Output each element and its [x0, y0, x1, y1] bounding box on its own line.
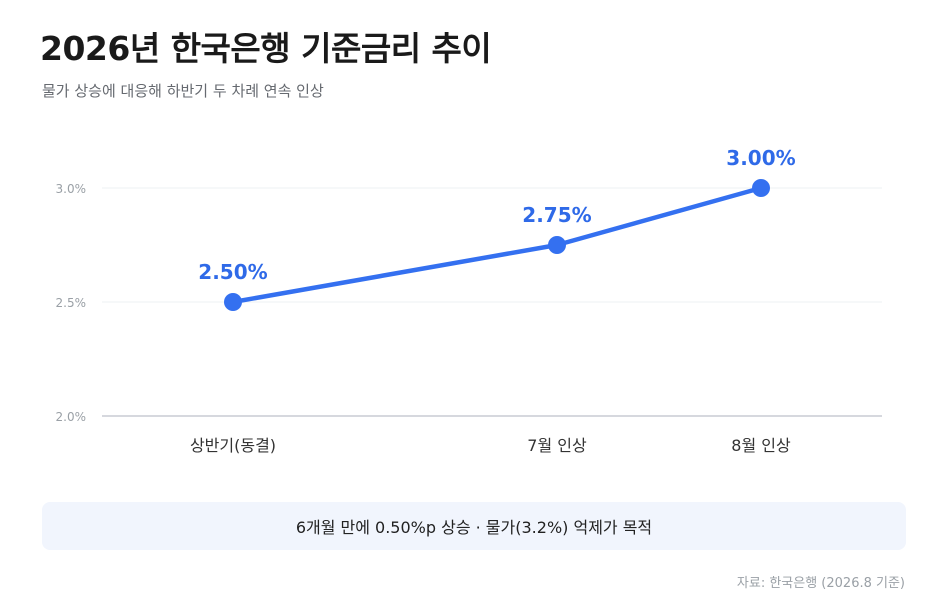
y-tick-label: 2.5% — [56, 296, 87, 310]
grid-lines — [102, 187, 882, 303]
series-line — [230, 185, 764, 305]
x-tick-label: 상반기(동결) — [190, 436, 276, 455]
data-point — [224, 293, 242, 311]
data-point — [752, 179, 770, 197]
y-axis-ticks: 2.0% 2.5% 3.0% — [56, 182, 87, 424]
data-label: 2.50% — [198, 260, 267, 284]
y-tick-label: 2.0% — [56, 410, 87, 424]
data-label: 2.75% — [522, 203, 591, 227]
chart-subtitle: 물가 상승에 대응해 하반기 두 차례 연속 인상 — [42, 82, 324, 100]
y-tick-label: 3.0% — [56, 182, 87, 196]
source-caption: 자료: 한국은행 (2026.8 기준) — [736, 576, 905, 591]
x-tick-label: 8월 인상 — [731, 436, 791, 455]
data-label: 3.00% — [726, 146, 795, 170]
chart-title: 2026년 한국은행 기준금리 추이 — [40, 29, 492, 68]
summary-note-text: 6개월 만에 0.50%p 상승 · 물가(3.2%) 억제가 목적 — [295, 518, 653, 537]
summary-note: 6개월 만에 0.50%p 상승 · 물가(3.2%) 억제가 목적 — [42, 502, 906, 550]
x-axis-ticks: 상반기(동결) 7월 인상 8월 인상 — [190, 436, 791, 455]
x-tick-label: 7월 인상 — [527, 436, 587, 455]
data-point — [548, 236, 566, 254]
data-labels: 2.50% 2.75% 3.00% — [198, 146, 795, 284]
data-points — [224, 179, 770, 311]
